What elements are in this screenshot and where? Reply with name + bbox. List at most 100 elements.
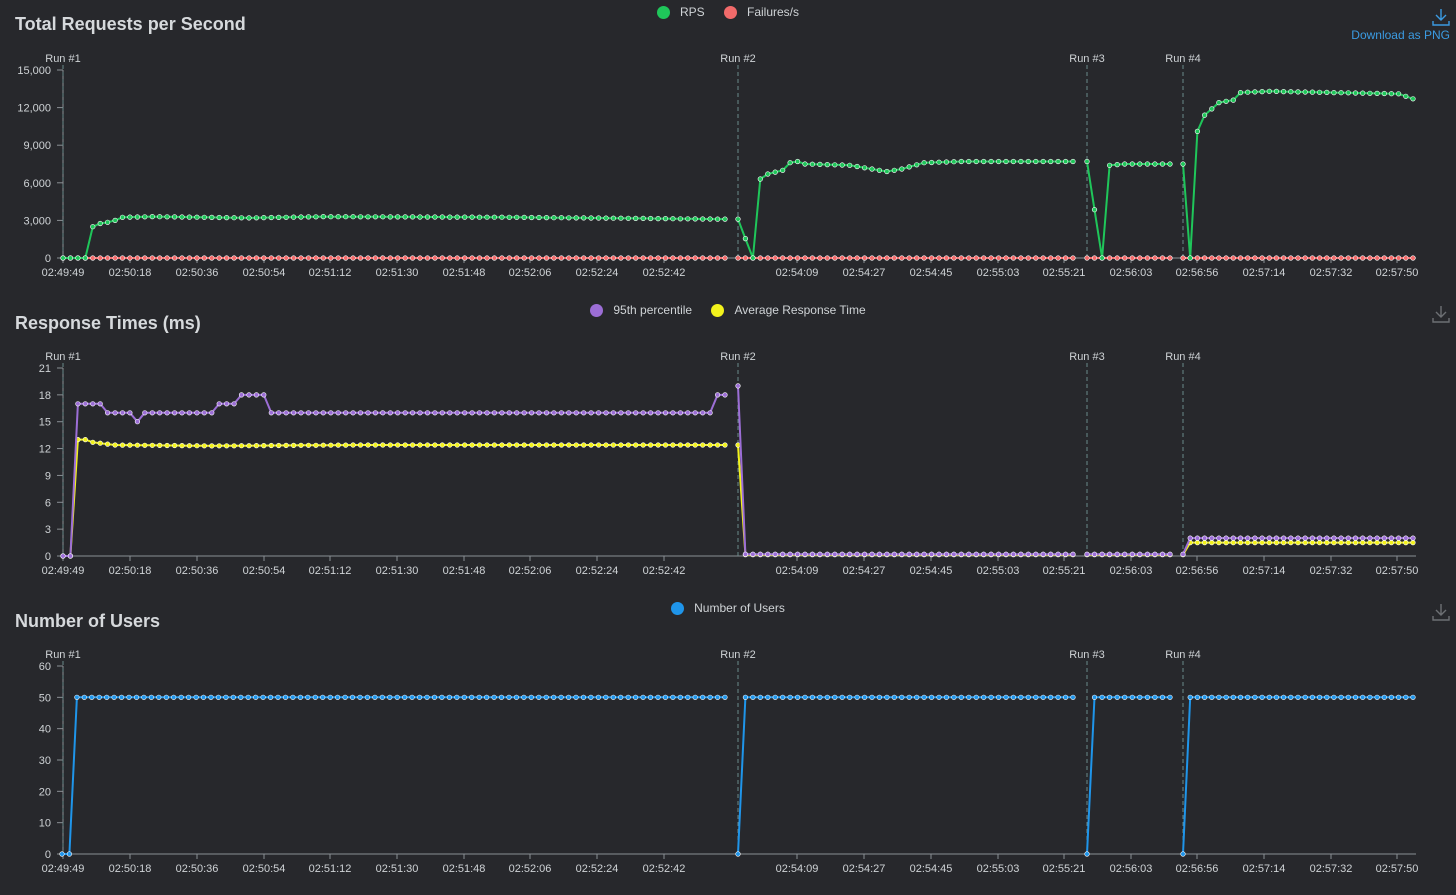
data-point[interactable] xyxy=(246,392,252,398)
data-point[interactable] xyxy=(379,694,385,700)
data-point[interactable] xyxy=(1223,98,1229,104)
data-point[interactable] xyxy=(832,255,838,261)
data-point[interactable] xyxy=(1201,255,1208,261)
data-point[interactable] xyxy=(958,694,964,700)
data-point[interactable] xyxy=(794,158,801,165)
data-point[interactable] xyxy=(335,410,341,416)
data-point[interactable] xyxy=(1144,694,1150,700)
data-point[interactable] xyxy=(780,255,786,261)
data-point[interactable] xyxy=(677,694,683,700)
data-point[interactable] xyxy=(1388,694,1394,700)
data-point[interactable] xyxy=(558,694,564,700)
data-point[interactable] xyxy=(1187,694,1193,700)
data-point[interactable] xyxy=(1152,551,1158,557)
data-point[interactable] xyxy=(647,694,654,700)
data-point[interactable] xyxy=(387,410,393,416)
data-point[interactable] xyxy=(1316,540,1323,546)
data-point[interactable] xyxy=(528,410,535,416)
data-point[interactable] xyxy=(722,694,728,700)
data-point[interactable] xyxy=(884,255,890,261)
data-point[interactable] xyxy=(1410,96,1416,102)
data-point[interactable] xyxy=(491,214,498,220)
data-point[interactable] xyxy=(127,255,133,261)
data-point[interactable] xyxy=(194,410,200,416)
data-point[interactable] xyxy=(462,255,468,261)
data-point[interactable] xyxy=(410,255,416,261)
data-point[interactable] xyxy=(1381,90,1387,97)
data-point[interactable] xyxy=(97,440,103,446)
data-point[interactable] xyxy=(1345,90,1351,96)
data-point[interactable] xyxy=(224,443,230,449)
data-point[interactable] xyxy=(794,255,801,261)
data-point[interactable] xyxy=(469,214,475,220)
data-point[interactable] xyxy=(1209,540,1215,546)
data-point[interactable] xyxy=(824,255,830,261)
data-point[interactable] xyxy=(765,255,771,261)
data-point[interactable] xyxy=(588,410,594,416)
data-point[interactable] xyxy=(528,442,535,448)
data-point[interactable] xyxy=(268,214,274,221)
data-point[interactable] xyxy=(1367,694,1373,700)
data-point[interactable] xyxy=(581,255,587,261)
data-point[interactable] xyxy=(861,165,868,171)
data-point[interactable] xyxy=(127,442,133,448)
data-point[interactable] xyxy=(1209,106,1215,112)
data-point[interactable] xyxy=(283,410,289,416)
data-point[interactable] xyxy=(476,214,483,220)
data-point[interactable] xyxy=(1273,88,1279,94)
data-point[interactable] xyxy=(343,410,349,416)
data-point[interactable] xyxy=(536,442,542,448)
data-point[interactable] xyxy=(238,215,245,221)
data-point[interactable] xyxy=(1410,535,1416,541)
data-point[interactable] xyxy=(75,401,81,407)
data-point[interactable] xyxy=(1223,535,1229,541)
data-point[interactable] xyxy=(238,255,245,261)
data-point[interactable] xyxy=(1280,540,1287,546)
data-point[interactable] xyxy=(662,255,669,261)
data-point[interactable] xyxy=(951,694,957,700)
data-point[interactable] xyxy=(156,694,162,700)
data-point[interactable] xyxy=(476,694,482,700)
data-point[interactable] xyxy=(521,694,527,700)
data-point[interactable] xyxy=(350,255,356,261)
data-point[interactable] xyxy=(802,161,808,167)
data-point[interactable] xyxy=(618,442,624,448)
data-point[interactable] xyxy=(1003,158,1009,165)
data-point[interactable] xyxy=(81,694,87,700)
data-point[interactable] xyxy=(514,214,520,220)
data-point[interactable] xyxy=(157,255,163,261)
data-point[interactable] xyxy=(618,694,624,700)
data-point[interactable] xyxy=(1367,255,1373,261)
data-point[interactable] xyxy=(514,410,520,416)
data-point[interactable] xyxy=(973,694,979,700)
data-point[interactable] xyxy=(640,255,646,261)
data-point[interactable] xyxy=(149,255,155,261)
data-point[interactable] xyxy=(1025,158,1031,165)
data-point[interactable] xyxy=(432,410,438,416)
data-point[interactable] xyxy=(461,694,467,700)
data-point[interactable] xyxy=(1223,540,1229,546)
data-point[interactable] xyxy=(506,214,512,220)
data-point[interactable] xyxy=(742,255,749,261)
data-point[interactable] xyxy=(82,401,88,407)
data-point[interactable] xyxy=(891,167,897,173)
data-point[interactable] xyxy=(1106,694,1113,700)
data-point[interactable] xyxy=(163,694,169,700)
data-point[interactable] xyxy=(372,410,379,416)
data-point[interactable] xyxy=(581,215,587,221)
data-point[interactable] xyxy=(253,215,259,221)
data-point[interactable] xyxy=(171,694,177,700)
data-point[interactable] xyxy=(499,442,505,448)
data-point[interactable] xyxy=(1010,158,1017,165)
data-point[interactable] xyxy=(261,392,267,398)
data-point[interactable] xyxy=(558,255,565,261)
legend-p95[interactable]: 95th percentile xyxy=(590,303,692,317)
data-point[interactable] xyxy=(395,410,401,416)
data-point[interactable] xyxy=(365,255,371,261)
data-point[interactable] xyxy=(1352,694,1359,700)
data-point[interactable] xyxy=(1245,255,1251,261)
data-point[interactable] xyxy=(261,443,267,449)
data-point[interactable] xyxy=(164,255,170,261)
data-point[interactable] xyxy=(291,442,297,448)
data-point[interactable] xyxy=(1070,551,1076,557)
